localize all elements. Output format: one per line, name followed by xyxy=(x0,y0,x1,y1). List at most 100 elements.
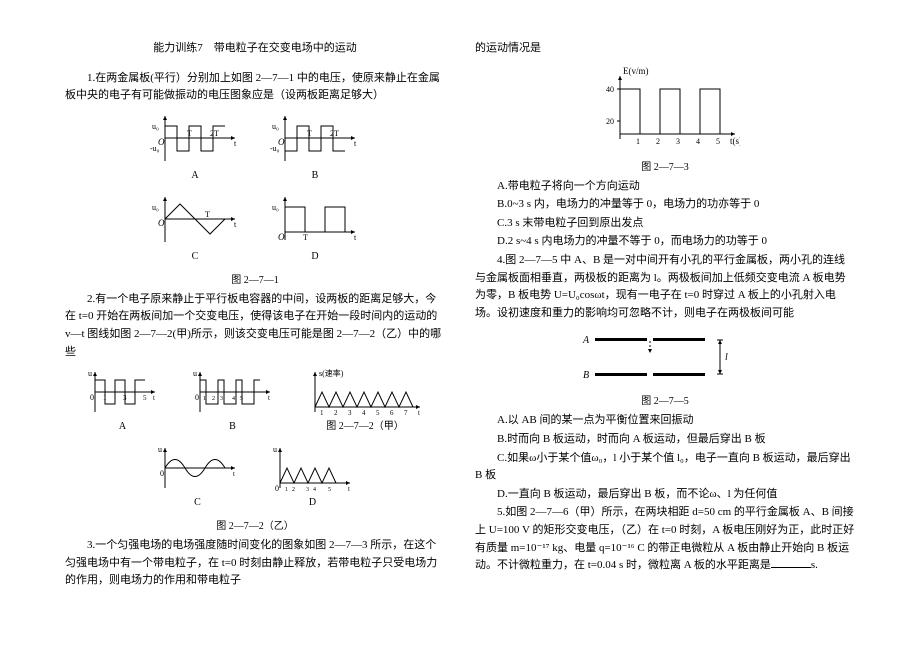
q4-opt-c: C.如果ω小于某个值ω₀，l 小于某个值 l₀，电子一直向 B 板运动，最后穿出… xyxy=(475,450,855,485)
q1-fig-row2: u₀O Tt C u₀O Tt D xyxy=(65,192,445,267)
q1-label-a: A xyxy=(150,168,240,184)
q4-diagram: A B l xyxy=(575,328,755,388)
svg-text:4: 4 xyxy=(696,137,700,146)
svg-text:u: u xyxy=(273,445,277,454)
q3-fig-row: E(v/m) 40 20 12345 t(s) xyxy=(475,64,855,154)
q5-blank xyxy=(771,567,811,568)
svg-text:6: 6 xyxy=(390,409,394,417)
svg-text:0: 0 xyxy=(195,393,199,402)
q2-fig1-caption: 图 2—7—2（甲） xyxy=(305,419,425,435)
svg-text:t: t xyxy=(234,139,237,148)
q1-fig-caption: 图 2—7—1 xyxy=(65,273,445,289)
svg-text:T: T xyxy=(205,210,210,219)
q2-label-b: B xyxy=(190,419,275,435)
q5-text: 5.如图 2—7—6（甲）所示，在两块相距 d=50 cm 的平行金属板 A、B… xyxy=(475,504,855,574)
svg-text:1: 1 xyxy=(320,409,324,417)
svg-text:1: 1 xyxy=(103,394,107,402)
q2-chart-c: u0 t xyxy=(155,443,240,493)
q1-label-d: D xyxy=(270,249,360,265)
q1-label-b: B xyxy=(270,168,360,184)
svg-text:u₀: u₀ xyxy=(152,122,159,131)
q3-chart: E(v/m) 40 20 12345 t(s) xyxy=(590,64,740,154)
svg-text:t: t xyxy=(348,485,350,493)
svg-text:3: 3 xyxy=(123,394,127,402)
svg-text:3: 3 xyxy=(348,409,352,417)
q2-label-d: D xyxy=(270,495,355,511)
q1-label-c: C xyxy=(150,249,240,265)
q4-opt-d: D.一直向 B 板运动，最后穿出 B 板，而不论ω、l 为任何值 xyxy=(475,486,855,504)
q2-fig-row2: u 0 t C u 0 12 34 5 t D xyxy=(65,443,445,513)
svg-text:5: 5 xyxy=(376,409,380,417)
svg-text:O: O xyxy=(158,137,165,147)
q2-fig-row1: u0 135t A u0 12345t B s(速率) 1234567t 图 2… xyxy=(65,367,445,437)
svg-text:2: 2 xyxy=(656,137,660,146)
svg-text:T: T xyxy=(187,129,192,138)
q3-opt-b: B.0~3 s 内，电场力的冲量等于 0，电场力的功亦等于 0 xyxy=(475,196,855,214)
svg-text:O: O xyxy=(158,218,165,228)
svg-text:5: 5 xyxy=(328,487,331,493)
svg-text:5: 5 xyxy=(240,396,243,402)
q2-text: 2.有一个电子原来静止于平行板电容器的中间，设两板的距离足够大，今在 t=0 开… xyxy=(65,291,445,361)
q3-text: 3.一个匀强电场的电场强度随时间变化的图象如图 2—7—3 所示，在这个匀强电场… xyxy=(65,537,445,590)
svg-text:40: 40 xyxy=(606,85,614,94)
svg-text:7: 7 xyxy=(404,409,408,417)
svg-text:20: 20 xyxy=(606,117,614,126)
q2-chart-s: s(速率) 1 2 3 4 5 6 7 t xyxy=(305,367,425,417)
q3-text2: 的运动情况是 xyxy=(475,40,855,58)
svg-text:u₀: u₀ xyxy=(272,203,279,212)
svg-text:t: t xyxy=(268,394,270,402)
svg-text:0: 0 xyxy=(275,484,279,493)
svg-text:2: 2 xyxy=(292,487,295,493)
q2-fig2-caption: 图 2—7—2（乙） xyxy=(65,519,445,535)
svg-text:u: u xyxy=(88,369,92,378)
svg-text:1: 1 xyxy=(636,137,640,146)
q3-fig-caption: 图 2—7—3 xyxy=(475,160,855,176)
svg-text:0: 0 xyxy=(90,393,94,402)
q2-chart-b: u 0 123 45 t xyxy=(190,367,275,417)
svg-text:t: t xyxy=(354,233,357,242)
q3-opt-d: D.2 s~4 s 内电场力的冲量不等于 0，而电场力的功等于 0 xyxy=(475,233,855,251)
svg-text:u: u xyxy=(193,369,197,378)
svg-text:t: t xyxy=(418,409,420,417)
svg-text:A: A xyxy=(582,335,590,346)
q3-opt-a: A.带电粒子将向一个方向运动 xyxy=(475,178,855,196)
q2-chart-d: u 0 12 34 5 t xyxy=(270,443,355,493)
q4-opt-b: B.时而向 B 板运动，时而向 A 板运动，但最后穿出 B 板 xyxy=(475,431,855,449)
svg-text:B: B xyxy=(583,370,589,381)
q1-chart-d: u₀O Tt xyxy=(270,192,360,247)
q2-label-c: C xyxy=(155,495,240,511)
q1-fig-row1: u₀-u₀O T2Tt A u₀-u₀O T2Tt B xyxy=(65,111,445,186)
svg-text:0: 0 xyxy=(160,469,164,478)
q1-text: 1.在两金属板(平行）分别加上如图 2—7—1 中的电压，使原来静止在金属板中央… xyxy=(65,70,445,105)
q1-chart-c: u₀O Tt xyxy=(150,192,240,247)
q4-opt-a: A.以 AB 间的某一点为平衡位置来回振动 xyxy=(475,412,855,430)
svg-text:u₀: u₀ xyxy=(272,122,279,131)
svg-text:t(s): t(s) xyxy=(730,136,740,146)
q1-chart-b: u₀-u₀O T2Tt xyxy=(270,111,360,166)
svg-text:4: 4 xyxy=(313,487,316,493)
svg-text:t: t xyxy=(354,139,357,148)
svg-text:2T: 2T xyxy=(210,129,219,138)
svg-text:u: u xyxy=(158,445,162,454)
q4-text: 4.图 2—7—5 中 A、B 是一对中间开有小孔的平行金属板，两小孔的连线与金… xyxy=(475,252,855,322)
svg-text:3: 3 xyxy=(220,396,223,402)
svg-text:E(v/m): E(v/m) xyxy=(623,66,649,76)
svg-text:5: 5 xyxy=(143,394,147,402)
svg-text:4: 4 xyxy=(232,396,235,402)
svg-text:3: 3 xyxy=(306,487,309,493)
svg-text:O: O xyxy=(278,137,285,147)
svg-text:2: 2 xyxy=(334,409,338,417)
q1-chart-a: u₀-u₀O T2Tt xyxy=(150,111,240,166)
svg-text:l: l xyxy=(725,352,728,363)
svg-text:4: 4 xyxy=(362,409,366,417)
q2-chart-a: u0 135t xyxy=(85,367,160,417)
svg-text:1: 1 xyxy=(203,396,206,402)
svg-text:t: t xyxy=(234,220,237,229)
svg-text:1: 1 xyxy=(285,487,288,493)
q3-opt-c: C.3 s 末带电粒子回到原出发点 xyxy=(475,215,855,233)
svg-text:5: 5 xyxy=(716,137,720,146)
svg-text:s(速率): s(速率) xyxy=(319,368,344,378)
svg-text:2T: 2T xyxy=(330,129,339,138)
svg-text:2: 2 xyxy=(212,396,215,402)
q2-label-a: A xyxy=(85,419,160,435)
